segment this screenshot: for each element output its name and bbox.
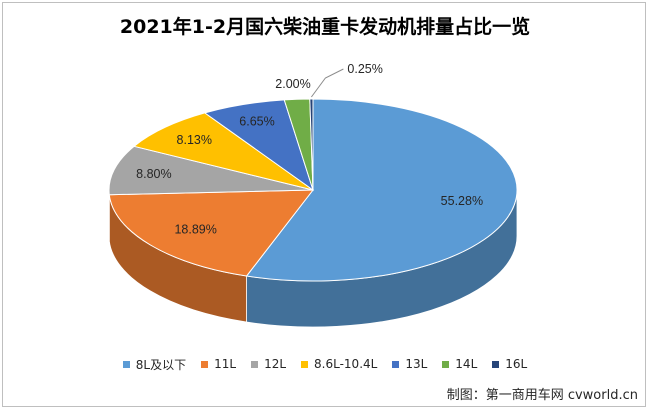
legend-item-16l: 16L	[492, 357, 527, 371]
legend-label: 12L	[264, 357, 287, 371]
leader-line-16l	[310, 68, 344, 98]
pie-slice-11l	[108, 189, 315, 277]
legend-label: 8.6L-10.4L	[314, 357, 378, 371]
legend-swatch	[442, 360, 450, 368]
pie-slice-12l	[108, 145, 314, 196]
data-label-8-6l-10-4l: 8.13%	[177, 133, 212, 147]
legend-item-8-6l-10-4l: 8.6L-10.4L	[301, 357, 377, 371]
legend-label: 11L	[214, 357, 237, 371]
chart-legend: 8L及以下 11L 12L 8.6L-10.4L 13L 14L 16L	[0, 355, 650, 373]
data-label-13l: 6.65%	[239, 115, 274, 129]
legend-item-12l: 12L	[251, 357, 286, 371]
pie-slice-8-6l-10-4l	[132, 112, 314, 191]
legend-label: 16L	[505, 357, 528, 371]
data-label-8l: 55.28%	[441, 194, 483, 208]
legend-item-8l: 8L及以下	[122, 356, 187, 373]
legend-label: 14L	[455, 357, 478, 371]
legend-swatch	[301, 360, 309, 368]
chart-credit: 制图：第一商用车网 cvworld.cn	[446, 388, 638, 403]
legend-item-14l: 14L	[442, 357, 477, 371]
chart-title: 2021年1-2月国六柴油重卡发动机排量占比一览	[119, 16, 531, 38]
legend-label: 13L	[405, 357, 428, 371]
legend-item-11l: 11L	[201, 357, 236, 371]
legend-label: 8L及以下	[135, 357, 187, 372]
data-label-12l: 8.80%	[136, 167, 171, 181]
legend-swatch	[201, 360, 209, 368]
data-label-16l: 0.25%	[347, 62, 382, 76]
legend-swatch	[251, 360, 259, 368]
pie-top	[108, 98, 518, 282]
legend-swatch	[492, 360, 500, 368]
data-label-11l: 18.89%	[174, 222, 216, 236]
legend-item-13l: 13L	[392, 357, 427, 371]
pie-slice-16l	[309, 98, 314, 191]
pie-slice-8l	[245, 98, 518, 282]
data-labels: 55.28% 18.89% 8.80% 8.13% 6.65% 2.00% 0.25%	[136, 62, 483, 236]
legend-swatch	[122, 360, 130, 368]
legend-swatch	[392, 360, 400, 368]
data-label-14l: 2.00%	[275, 77, 310, 91]
